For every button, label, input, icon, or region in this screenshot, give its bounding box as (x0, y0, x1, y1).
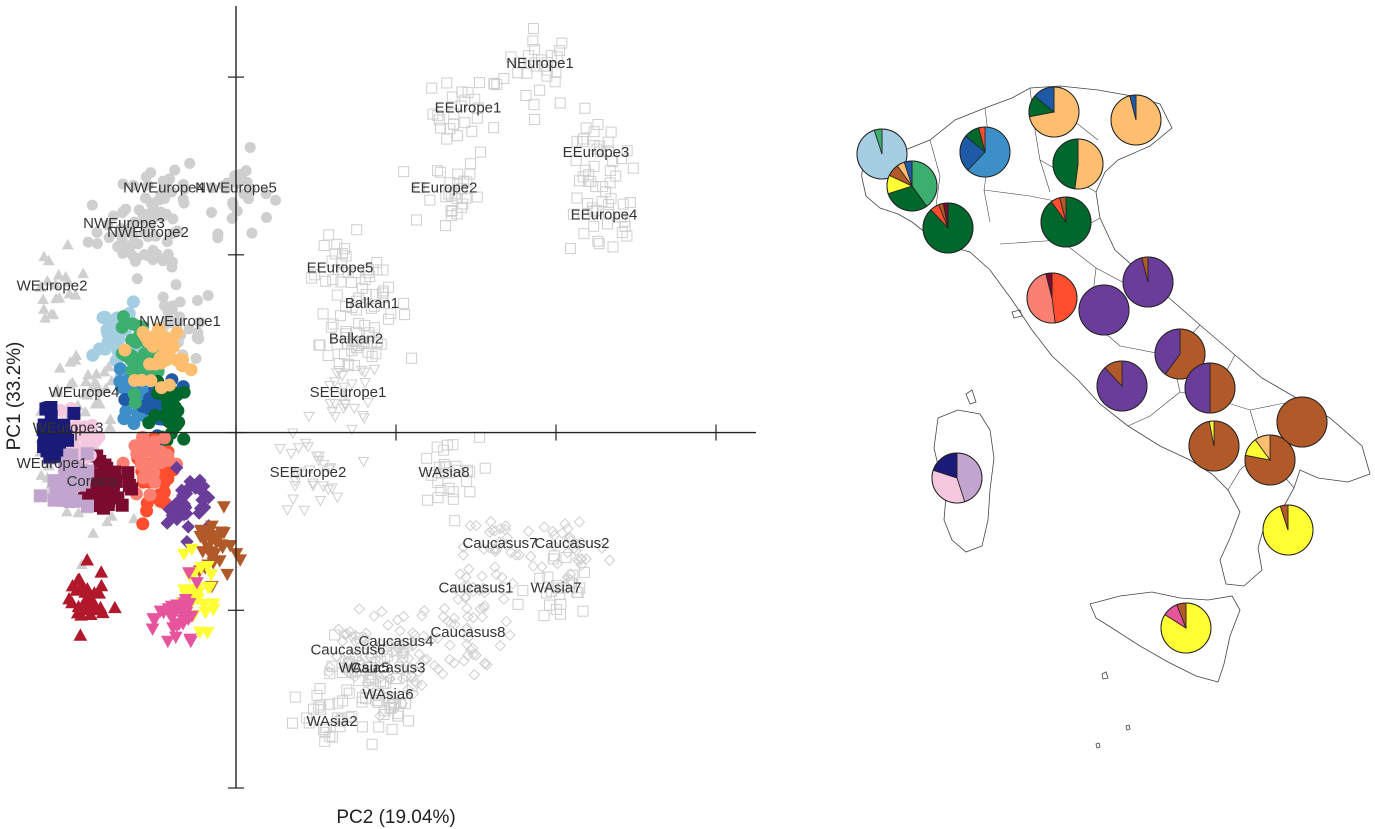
admixture-pie (1262, 504, 1314, 556)
pie-border (886, 160, 938, 212)
italy-map-panel (856, 85, 1371, 749)
population-label: Caucasus6 (310, 642, 385, 659)
admixture-pie (922, 202, 974, 254)
admixture-pie (856, 128, 908, 180)
small-island-1 (1101, 671, 1109, 680)
admixture-pie (959, 126, 1011, 178)
population-label: WAsia6 (362, 686, 413, 703)
pca-axes (36, 6, 756, 789)
pie-border (931, 452, 983, 504)
admixture-pie (886, 160, 938, 212)
small-island-2 (1125, 724, 1131, 731)
admixture-pies-layer (856, 86, 1328, 654)
pie-border (1078, 284, 1130, 336)
admixture-pie (1028, 86, 1080, 138)
population-label: Caucasus1 (438, 580, 513, 597)
admixture-pie (931, 452, 983, 504)
pie-border (1276, 396, 1328, 448)
population-label: WEurope4 (49, 384, 120, 401)
admixture-pie (1184, 362, 1236, 414)
population-label: NWEurope2 (107, 224, 189, 241)
pie-slice (1052, 138, 1079, 190)
pie-border (1184, 362, 1236, 414)
population-label: WAsia8 (418, 464, 469, 481)
population-label: Caucasus4 (358, 633, 433, 650)
admixture-pie (1026, 272, 1078, 324)
population-label: Caucasus2 (534, 535, 609, 552)
population-label: WEurope3 (33, 420, 104, 437)
population-label: SEEurope2 (270, 464, 347, 481)
admixture-pie (1154, 328, 1206, 380)
pie-border (1028, 86, 1080, 138)
pca-scatter-panel: NEurope1 EEurope1 EEurope3 EEurope4 EEurope2… (4, 6, 756, 828)
population-label: NEurope1 (506, 55, 574, 72)
admixture-pie (1052, 138, 1104, 190)
population-label: Caucasus7 (462, 535, 537, 552)
pie-border (1262, 504, 1314, 556)
population-label: EEurope3 (563, 144, 630, 161)
population-label: EEurope5 (307, 260, 374, 277)
pie-border (1040, 196, 1092, 248)
pie-border (1244, 434, 1296, 486)
reference-labels-layer: NEurope1 EEurope1 EEurope3 EEurope4 EEurope2… (17, 55, 638, 730)
pie-border (1026, 272, 1078, 324)
pie-border (1052, 138, 1104, 190)
population-label: WEurope1 (17, 455, 88, 472)
elba-island (1011, 309, 1023, 319)
population-label: EEurope2 (411, 180, 478, 197)
pie-slice (1209, 362, 1236, 414)
pie-border (959, 126, 1011, 178)
small-island-3 (1095, 742, 1101, 749)
pie-border (1122, 256, 1174, 308)
population-label: SEEurope1 (310, 384, 387, 401)
pie-border (1160, 602, 1212, 654)
population-label: NWEurope3 (83, 215, 165, 232)
pie-border (1154, 328, 1206, 380)
population-label: Balkan1 (345, 295, 399, 312)
pie-border (1096, 360, 1148, 412)
admixture-pie (1110, 94, 1162, 146)
population-label: NWEurope4 (123, 180, 205, 197)
population-label: Caucasus3 (350, 659, 425, 676)
admixture-pie (1188, 420, 1240, 472)
admixture-pie (1122, 256, 1174, 308)
population-label: WAsia2 (306, 713, 357, 730)
population-label: Corsica (67, 473, 119, 490)
pie-border (1188, 420, 1240, 472)
population-label: WAsia5 (338, 659, 389, 676)
population-label: Balkan2 (329, 331, 383, 348)
y-axis-label: PC1 (33.2%) (4, 342, 25, 451)
pie-slice (1051, 272, 1078, 324)
admixture-pie (1244, 434, 1296, 486)
admixture-pie (1160, 602, 1212, 654)
population-label: NWEurope5 (195, 180, 277, 197)
admixture-pie (1078, 284, 1130, 336)
x-axis-label: PC2 (19.04%) (336, 807, 455, 828)
population-label: EEurope1 (435, 100, 502, 117)
admixture-pie (1276, 396, 1328, 448)
sicily-outline (1089, 591, 1241, 683)
italy-mainland-outline (861, 85, 1371, 587)
pie-border (1110, 94, 1162, 146)
reference-points-layer (34, 23, 639, 750)
italian-points-layer (33, 295, 248, 649)
population-label: WAsia7 (530, 580, 581, 597)
pie-border (856, 128, 908, 180)
corsica-tip (965, 389, 977, 405)
admixture-pie (1096, 360, 1148, 412)
admixture-pie (1040, 196, 1092, 248)
pie-slice (1074, 138, 1104, 190)
population-label: EEurope4 (571, 206, 638, 223)
population-label: Caucasus8 (430, 624, 505, 641)
population-label: WEurope2 (17, 277, 88, 294)
pie-border (922, 202, 974, 254)
population-label: NWEurope1 (139, 313, 221, 330)
